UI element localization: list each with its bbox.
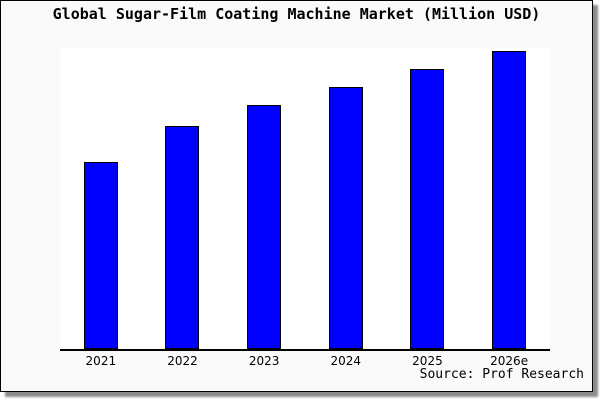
bar-slot <box>165 126 200 349</box>
bar-2021 <box>83 162 118 349</box>
source-caption: Source: Prof Research <box>419 367 584 382</box>
x-tick-label-2025: 2025 <box>412 354 443 368</box>
x-axis-tick-labels: 2021 2022 2023 2024 2025 2026e <box>60 354 550 368</box>
bar-slot <box>492 51 527 349</box>
bar-slot <box>410 69 445 349</box>
bar-2026e <box>492 51 527 349</box>
bar-2024 <box>328 87 363 349</box>
bars-container <box>60 48 550 349</box>
bar-slot <box>328 87 363 349</box>
x-tick-label-2023: 2023 <box>248 354 280 368</box>
x-tick-label-2026e: 2026e <box>490 354 529 368</box>
chart-figure: Global Sugar-Film Coating Machine Market… <box>0 0 593 392</box>
plot-area <box>60 48 550 351</box>
bar-slot <box>83 162 118 349</box>
x-tick-label-2024: 2024 <box>330 354 362 368</box>
x-tick-label-2021: 2021 <box>85 354 117 368</box>
bar-2022 <box>165 126 200 349</box>
chart-title: Global Sugar-Film Coating Machine Market… <box>52 5 541 23</box>
x-tick-label-2022: 2022 <box>167 354 198 368</box>
bar-2025 <box>410 69 445 349</box>
bar-slot <box>247 105 282 349</box>
bar-2023 <box>247 105 282 349</box>
